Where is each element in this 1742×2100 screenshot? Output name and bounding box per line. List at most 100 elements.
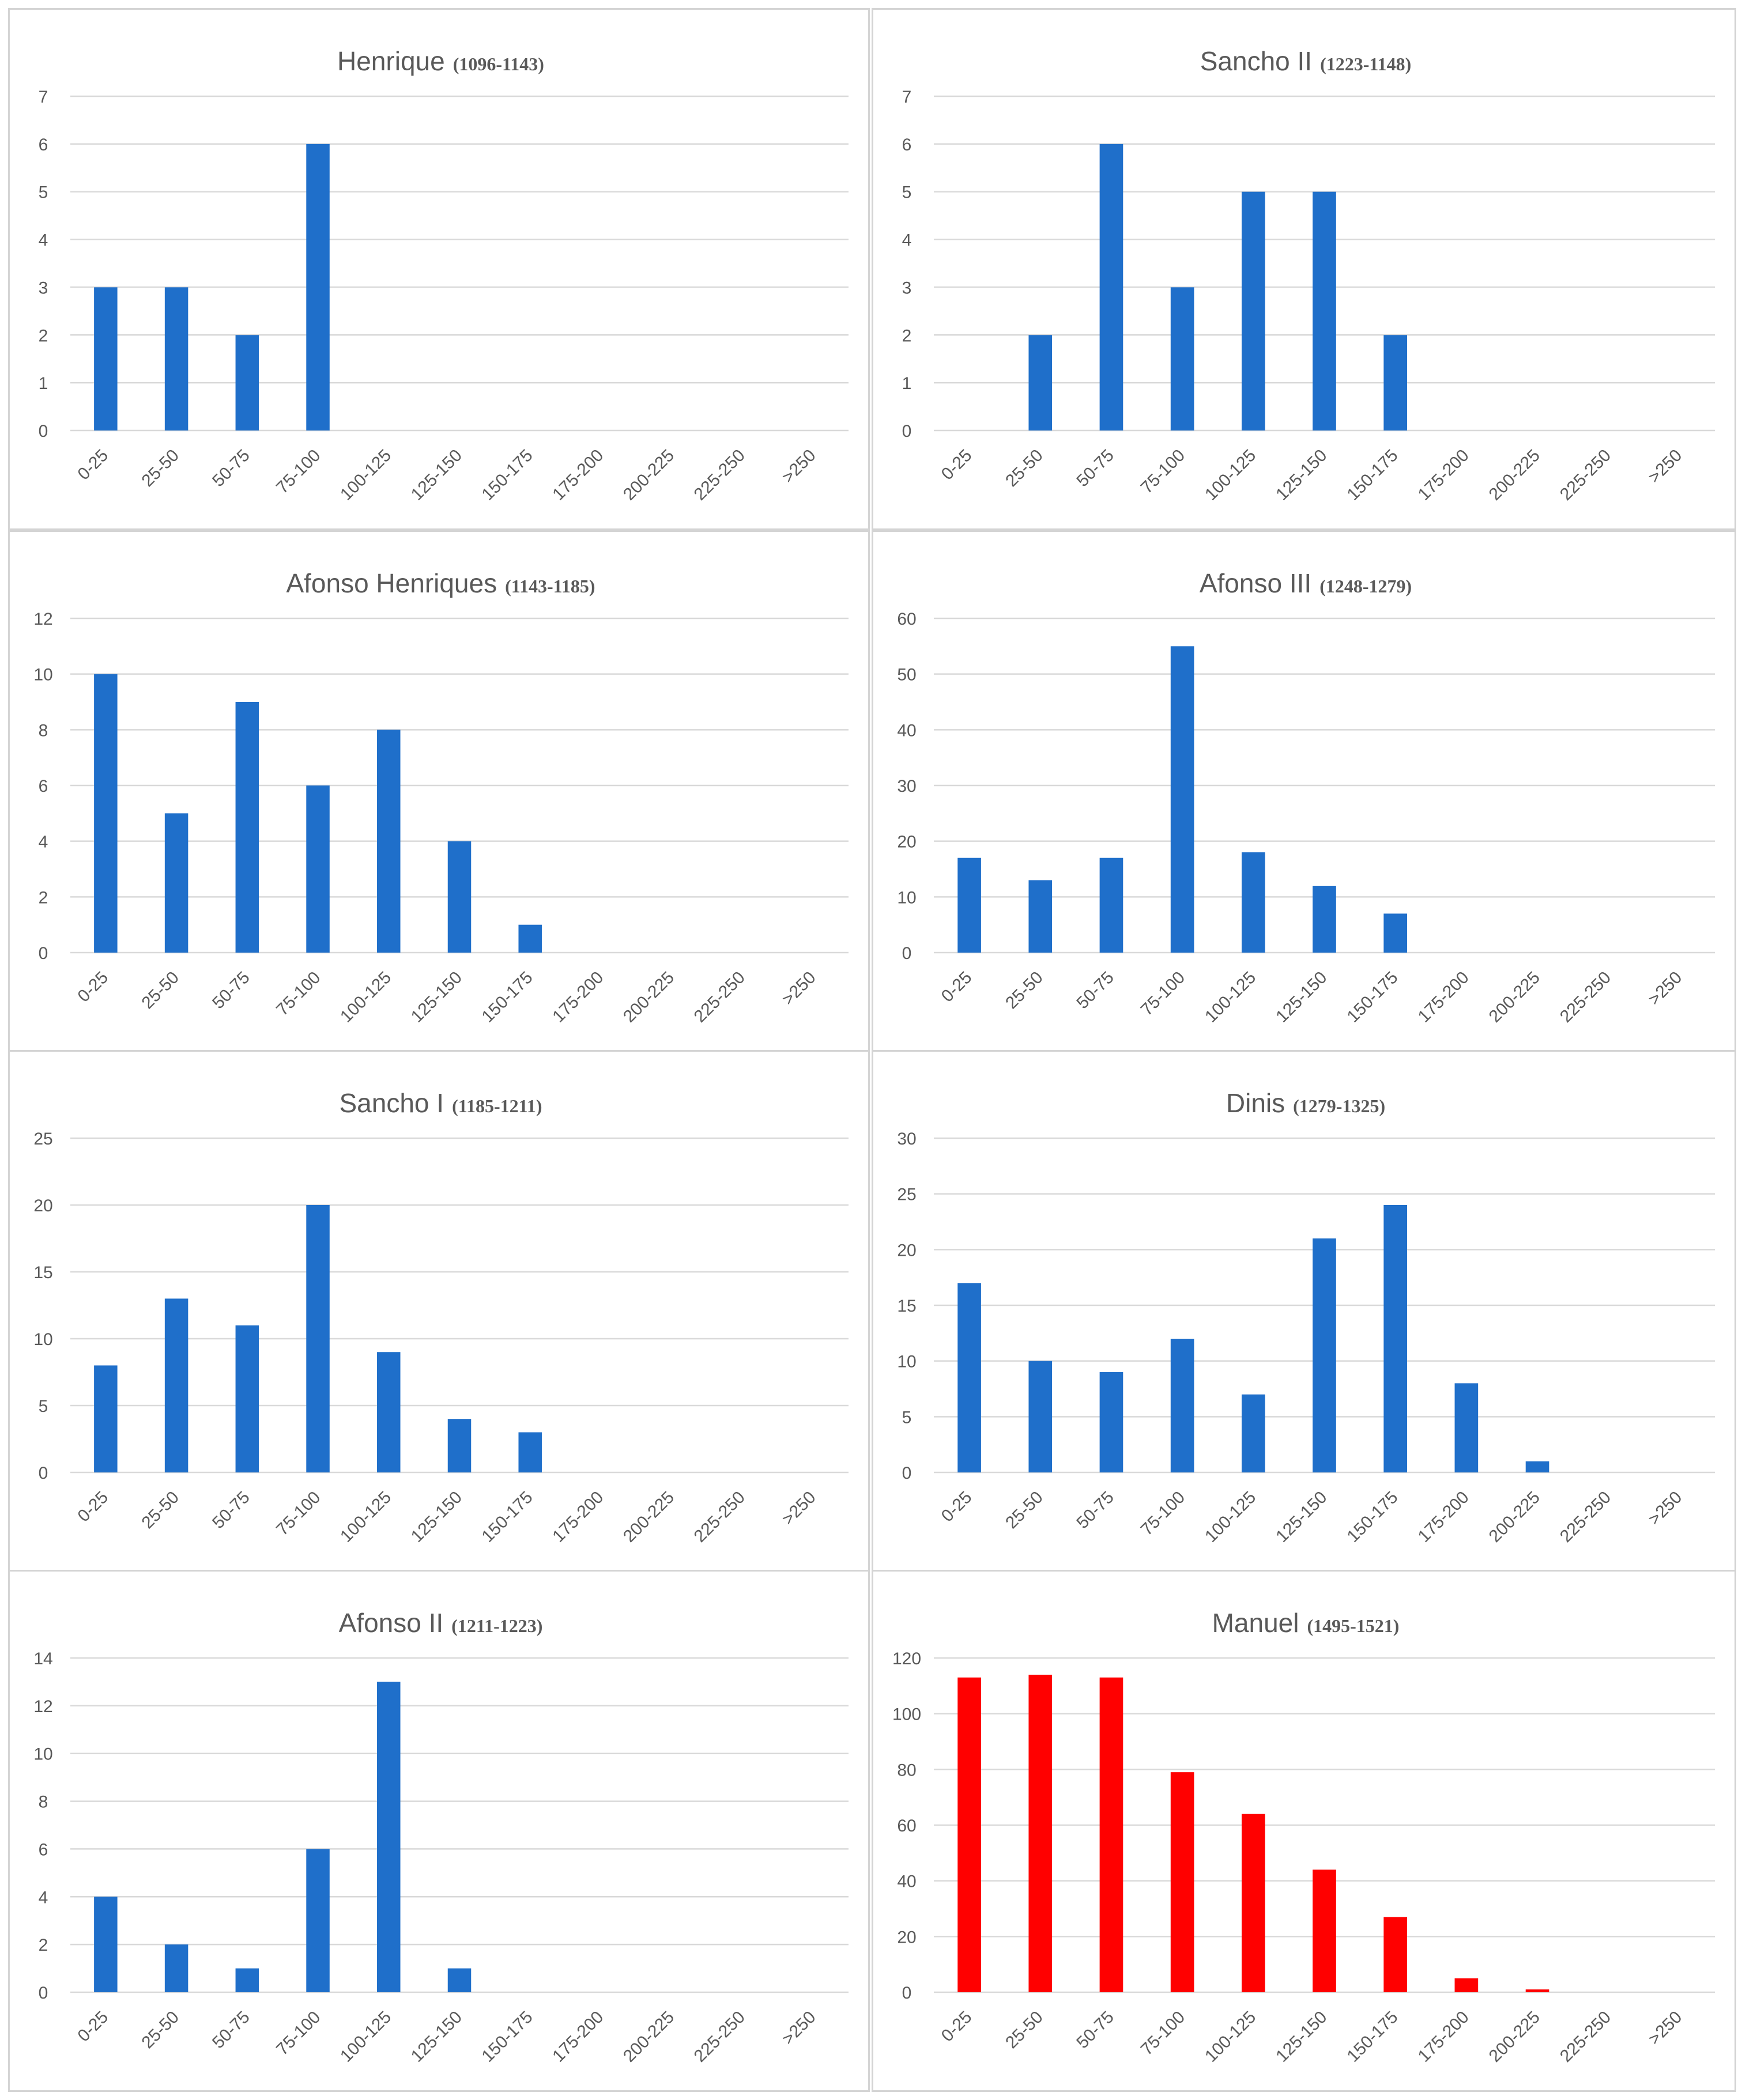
x-tick-label: 75-100 xyxy=(1137,1488,1189,1539)
bar xyxy=(306,143,330,430)
bar xyxy=(1099,143,1123,430)
x-tick-label: 50-75 xyxy=(209,2008,254,2053)
x-tick-label: 200-225 xyxy=(620,446,678,504)
bar xyxy=(235,335,259,430)
bar-chart: Sancho II (1223-1148) 0 1 2 3 4 5 6 7 0-25 25-50 50-… xyxy=(902,46,1715,504)
bar xyxy=(377,730,401,953)
bar xyxy=(1028,1361,1053,1472)
chart-title: Sancho I (1185-1211) xyxy=(339,1088,542,1118)
y-tick-label: 5 xyxy=(39,1397,48,1416)
y-tick-label: 6 xyxy=(39,1840,48,1859)
x-tick-label: 0-25 xyxy=(938,446,976,484)
bar xyxy=(1241,1394,1265,1472)
chart-title: Dinis (1279-1325) xyxy=(1226,1088,1385,1118)
y-tick-label: 2 xyxy=(902,326,912,345)
x-tick-label: 175-200 xyxy=(549,2008,607,2066)
y-tick-label: 0 xyxy=(902,422,912,441)
x-tick-label: 50-75 xyxy=(1073,1488,1118,1533)
x-tick-label: 150-175 xyxy=(1343,968,1401,1026)
x-tick-label: 100-125 xyxy=(337,1488,395,1546)
bar xyxy=(1383,1917,1408,1992)
bar xyxy=(94,1365,118,1472)
bar xyxy=(1099,1372,1123,1472)
bar xyxy=(94,1897,118,1992)
bar xyxy=(235,702,259,953)
bar xyxy=(447,1419,472,1472)
x-tick-label: >250 xyxy=(1645,446,1686,487)
y-tick-label: 6 xyxy=(39,135,48,154)
bar xyxy=(957,1677,981,1992)
x-tick-label: 25-50 xyxy=(1002,968,1047,1013)
bar xyxy=(957,1283,981,1472)
bar xyxy=(1313,191,1336,430)
x-tick-label: 225-250 xyxy=(1556,2008,1615,2066)
y-tick-label: 0 xyxy=(39,944,48,963)
chart-panel: Henrique (1096-1143) 0 1 2 3 4 5 6 7 0-25 25-50 50-7… xyxy=(8,8,870,530)
chart-title: Manuel (1495-1521) xyxy=(1212,1608,1400,1638)
x-tick-label: 150-175 xyxy=(1343,1488,1401,1546)
chart-panel: Sancho II (1223-1148) 0 1 2 3 4 5 6 7 0-25 25-50 50-… xyxy=(872,8,1736,530)
y-tick-label: 5 xyxy=(902,183,912,202)
x-tick-label: 75-100 xyxy=(1137,2008,1189,2059)
bar xyxy=(306,785,330,953)
x-tick-label: 75-100 xyxy=(273,968,324,1019)
x-tick-label: 150-175 xyxy=(478,968,536,1026)
bar xyxy=(94,674,118,953)
x-tick-label: 125-150 xyxy=(408,2008,466,2066)
chart-title: Henrique (1096-1143) xyxy=(337,46,544,76)
chart-panel: Afonso II (1211-1223) 0 2 4 6 8 10 12 14 0-25 25-50… xyxy=(8,1570,870,2092)
y-tick-label: 1 xyxy=(39,374,48,393)
y-tick-label: 7 xyxy=(39,88,48,107)
y-tick-label: 25 xyxy=(897,1185,916,1204)
x-tick-label: >250 xyxy=(1645,1488,1686,1529)
bar xyxy=(1241,1814,1265,1992)
bar xyxy=(1454,1978,1479,1992)
y-tick-label: 0 xyxy=(902,1984,912,2003)
x-tick-label: 225-250 xyxy=(1556,968,1615,1026)
x-tick-label: 200-225 xyxy=(1485,1488,1544,1546)
bar xyxy=(1525,1989,1549,1992)
y-tick-label: 8 xyxy=(39,721,48,740)
x-tick-label: 175-200 xyxy=(1415,1488,1473,1546)
y-tick-label: 2 xyxy=(39,326,48,345)
bar xyxy=(164,813,188,953)
x-tick-label: >250 xyxy=(778,446,819,487)
chart-panel: Dinis (1279-1325) 0 5 10 15 20 25 30 0-25 25-50 50-… xyxy=(872,1050,1736,1572)
y-tick-label: 0 xyxy=(902,944,912,963)
y-tick-label: 12 xyxy=(33,610,52,629)
y-tick-label: 30 xyxy=(897,777,916,796)
x-tick-label: 225-250 xyxy=(1556,1488,1615,1546)
x-tick-label: 175-200 xyxy=(549,1488,607,1546)
y-tick-label: 30 xyxy=(897,1130,916,1149)
bar xyxy=(164,1944,188,1992)
chart-title-sub: (1185-1211) xyxy=(452,1096,542,1116)
y-tick-label: 20 xyxy=(897,833,916,852)
y-tick-label: 4 xyxy=(39,1888,48,1907)
x-tick-label: 25-50 xyxy=(138,2008,183,2053)
y-tick-label: 0 xyxy=(39,1464,48,1483)
y-tick-label: 0 xyxy=(39,1984,48,2003)
y-tick-label: 14 xyxy=(33,1649,52,1668)
x-tick-label: 0-25 xyxy=(74,1488,112,1526)
x-tick-label: 125-150 xyxy=(408,1488,466,1546)
y-tick-label: 20 xyxy=(897,1928,916,1947)
y-tick-label: 50 xyxy=(897,666,916,685)
x-tick-label: 175-200 xyxy=(549,446,607,504)
x-tick-label: 25-50 xyxy=(138,446,183,491)
y-tick-label: 120 xyxy=(892,1649,921,1668)
chart-title-sub: (1223-1148) xyxy=(1320,54,1411,74)
bar xyxy=(957,858,981,953)
bar xyxy=(518,924,542,953)
x-tick-label: 50-75 xyxy=(1073,968,1118,1013)
y-tick-label: 10 xyxy=(897,1353,916,1372)
chart-title-main: Dinis xyxy=(1226,1088,1285,1118)
y-tick-label: 6 xyxy=(39,777,48,796)
x-tick-label: 0-25 xyxy=(938,2008,976,2046)
chart-panel: Manuel (1495-1521) 0 20 40 60 80 100 120 0-25 25-5… xyxy=(872,1570,1736,2092)
bar xyxy=(1170,1339,1194,1472)
x-tick-label: 175-200 xyxy=(1415,968,1473,1026)
x-tick-label: 0-25 xyxy=(938,1488,976,1526)
x-tick-label: 0-25 xyxy=(74,446,112,484)
bar xyxy=(1313,886,1336,953)
